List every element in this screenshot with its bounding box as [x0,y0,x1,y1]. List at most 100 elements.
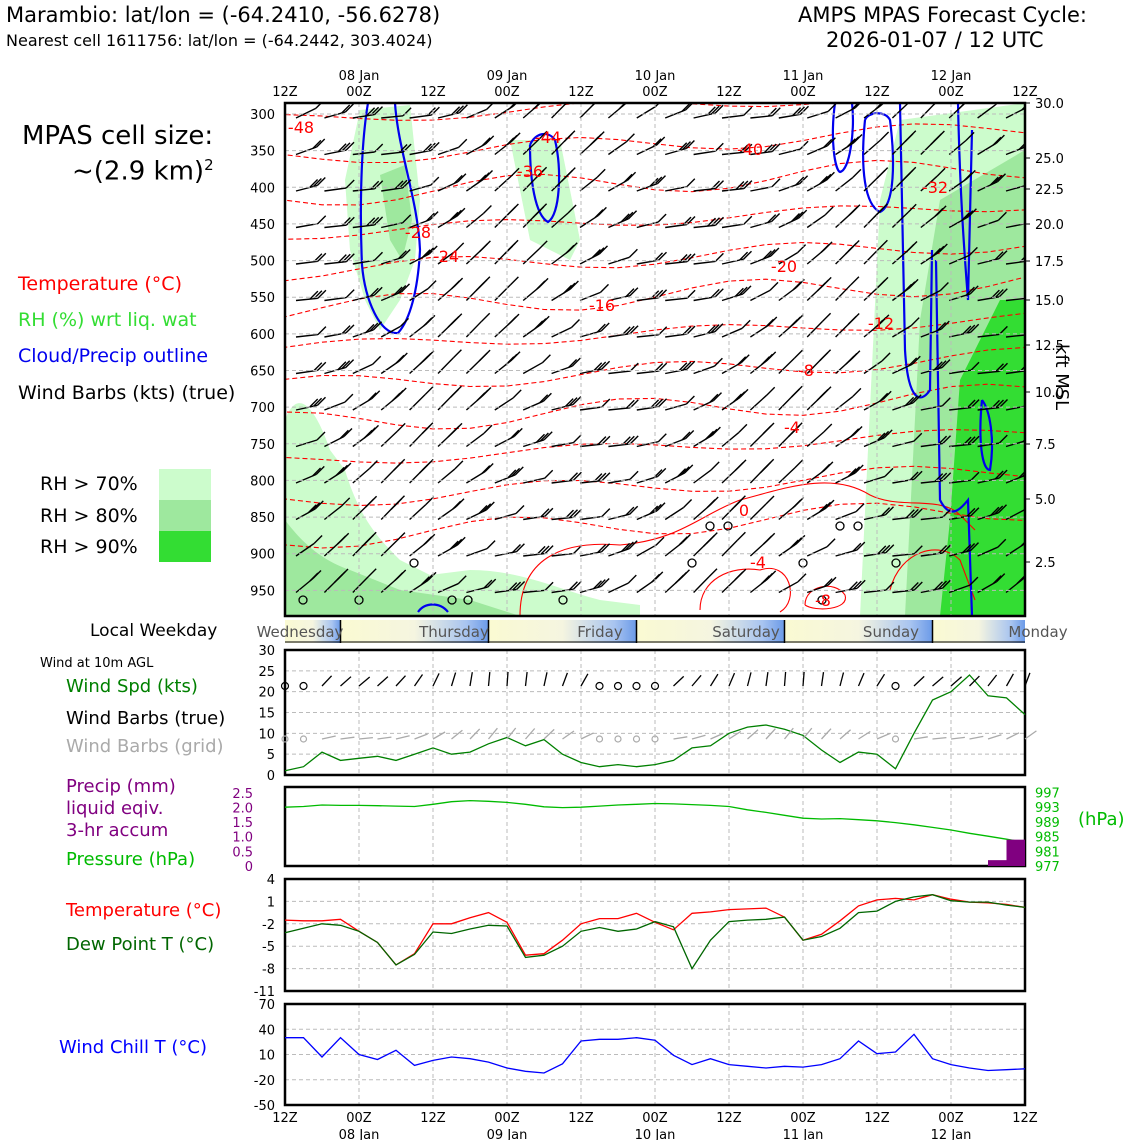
calm-barb-true [891,681,900,691]
pressure-label: Pressure (hPa) [66,849,196,870]
wind-barb [636,103,661,119]
temp-contour-right [889,549,976,601]
top-time-label: 12Z [1012,85,1038,100]
temp-contour-4 [699,567,791,613]
bottom-time-label: 12Z [716,1111,742,1126]
wind-barb-true [377,676,389,687]
y-tick-label: 25 [258,665,275,680]
wind-barb [920,397,951,411]
cloud-outline-6 [934,259,974,616]
wind-barb [352,424,379,448]
wind-barb [551,545,582,557]
wind-barb [664,499,693,521]
wind-barb [863,203,888,228]
wind-barb [948,576,979,594]
wind-barb [664,533,691,557]
wind-barb-true [969,675,980,687]
wind-barb [835,350,861,375]
wind-barb [693,568,718,593]
wind-barb [409,176,440,192]
wind-barb-true [673,675,685,687]
wind-barb [750,247,780,265]
calm-barb-grid [891,735,900,743]
wind-barb [863,429,893,448]
temperature-contour-label: -20 [771,257,797,276]
wind-barb [324,253,355,265]
top-date-label: 12 Jan [931,69,972,84]
wind-barb-true [543,672,548,687]
top-date-label: 08 Jan [339,69,380,84]
wind-barb [778,496,805,521]
wind-barb [352,286,383,302]
wind-barb [892,508,923,521]
wind-barb [835,387,862,411]
pressure-tick-label: 800 [250,474,275,489]
pressure-unit-label: (hPa) [1078,809,1125,830]
legend-cloud: Cloud/Precip outline [18,345,209,367]
wind-barb [551,204,577,229]
precip-label-2: liquid eqiv. [66,798,164,819]
wind-barb [977,325,1008,338]
wind-speed-line [284,674,1026,772]
wind-barb [494,132,521,156]
wind-barb-true [358,676,371,687]
wind-barb-grid [987,734,1002,740]
pressure-tick-label: 993 [1035,801,1060,816]
wind-barb [920,320,950,338]
wind-barb-true [340,676,352,687]
temperature-contour-label: -16 [589,296,615,315]
cloud-outline-7 [956,103,974,301]
calm-wind-circle [723,521,733,531]
wind-barb [835,541,866,557]
wind-barb [437,138,468,156]
wind-barb [665,216,696,229]
pressure-tick-label: 977 [1035,860,1060,875]
bottom-date-label: 09 Jan [487,1128,528,1140]
wind-barb-grid [340,736,355,740]
wind-barb-true [783,671,787,687]
wind-barb [607,103,628,119]
wind-barb [551,280,579,302]
wind-barb [721,106,753,119]
pressure-tick-label: 300 [250,108,275,123]
calm-barb-true [595,681,604,691]
top-time-label: 00Z [346,85,372,100]
wind-barb [551,434,582,448]
precip-tick-label: 0 [245,860,253,875]
bottom-date-label: 12 Jan [931,1128,972,1140]
wind-barb [295,252,327,265]
cloud-outline-5 [898,103,934,399]
wind-barb [409,350,435,375]
wind-barb [522,277,549,302]
wind-barb [409,106,440,119]
wind-barb-true [932,676,944,687]
calm-barb-grid [614,735,622,743]
wind-barb [665,140,695,156]
wind-barb [721,354,750,375]
wind-barb [749,495,775,520]
wind-barb [636,362,668,375]
wind-barb [352,460,378,484]
wind-barb [891,203,917,229]
rh70-region-low-left [285,403,640,616]
wind-barb [750,213,781,229]
y-tick-label: 1 [267,895,275,910]
wind-barb [494,203,519,228]
temperature-contour-label: -48 [288,118,314,137]
wind-barb [835,313,860,338]
temperature-contour-label: -32 [922,178,948,197]
weekday-title: Local Weekday [90,621,218,641]
wind-barb [409,141,440,156]
y-tick-label: -2 [262,918,275,933]
wind-barb [665,395,695,411]
wind-barb [1005,184,1025,192]
temperature-solid-contours [519,482,976,616]
calm-wind-circle [447,595,457,605]
wind-barb [295,431,326,448]
wind-barb [466,170,493,192]
wind-barb [551,242,578,265]
wind-barb [835,426,863,448]
wind-barb [579,283,609,302]
temperature-contour-label: -40 [737,140,763,159]
wind-barb-grid [525,728,536,740]
